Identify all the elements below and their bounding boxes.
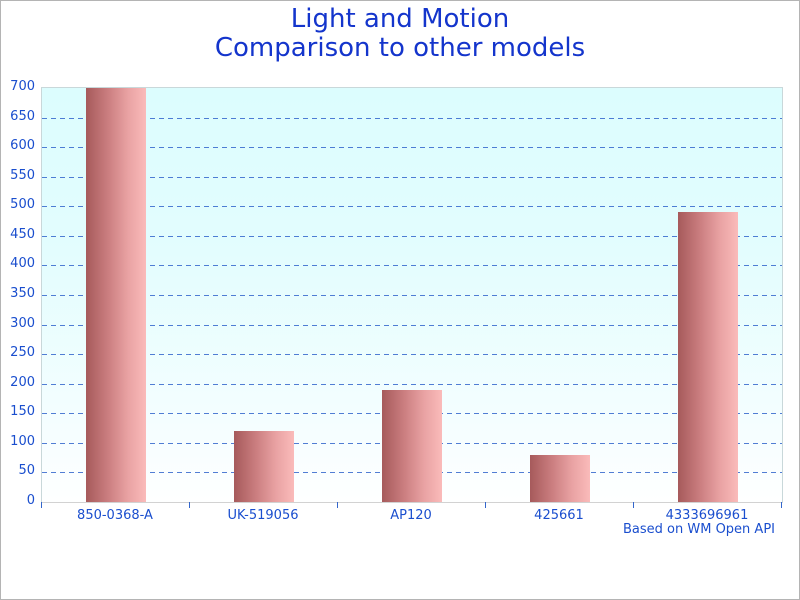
x-axis-tick-0	[41, 502, 42, 508]
x-axis-label-AP120: AP120	[390, 508, 432, 523]
bar-4333696961	[678, 212, 738, 502]
y-axis-label-100: 100	[10, 433, 35, 449]
y-axis-label-250: 250	[10, 345, 35, 361]
footer-note: Based on WM Open API	[623, 522, 775, 537]
y-axis-label-350: 350	[10, 286, 35, 301]
x-axis-label-850-0368-A: 850-0368-A	[77, 508, 153, 523]
y-axis-label-450: 450	[10, 226, 35, 242]
gridline-650	[42, 117, 782, 119]
gridline-300	[42, 324, 782, 326]
x-axis-tick-1	[189, 502, 190, 508]
x-axis-label-4333696961: 4333696961	[665, 508, 749, 523]
gridline-250	[42, 354, 782, 356]
y-axis-label-500: 500	[10, 197, 35, 213]
y-axis-label-400: 400	[10, 256, 35, 272]
y-axis-label-550: 550	[10, 167, 35, 183]
x-axis-tick-4	[633, 502, 634, 508]
x-axis-label-425661: 425661	[534, 508, 584, 523]
gridline-450	[42, 235, 782, 237]
y-axis-label-650: 650	[10, 108, 35, 124]
y-axis-label-700: 700	[10, 79, 35, 94]
plot-area	[41, 87, 783, 503]
chart-title-line-1: Light and Motion	[290, 4, 510, 34]
gridline-550	[42, 176, 782, 178]
y-axis-label-150: 150	[10, 404, 35, 420]
y-axis-label-300: 300	[10, 315, 35, 331]
y-axis-label-600: 600	[10, 138, 35, 154]
bar-425661	[530, 455, 590, 502]
y-axis-label-0: 0	[26, 493, 35, 508]
gridline-200	[42, 383, 782, 385]
x-axis-tick-2	[337, 502, 338, 508]
y-axis-label-50: 50	[18, 463, 35, 479]
gridline-500	[42, 206, 782, 208]
bar-UK-519056	[234, 431, 294, 502]
y-axis-label-200: 200	[10, 374, 35, 390]
chart-title-line-2: Comparison to other models	[214, 33, 586, 63]
bar-850-0368-A	[86, 88, 146, 502]
x-axis-tick-3	[485, 502, 486, 508]
gridline-600	[42, 147, 782, 149]
gridline-400	[42, 265, 782, 267]
x-axis-label-UK-519056: UK-519056	[227, 508, 299, 523]
chart-title: Light and Motion Comparison to other mod…	[1, 5, 799, 63]
gridline-350	[42, 295, 782, 296]
bar-AP120	[382, 390, 442, 502]
x-axis-tick-5	[781, 502, 782, 508]
